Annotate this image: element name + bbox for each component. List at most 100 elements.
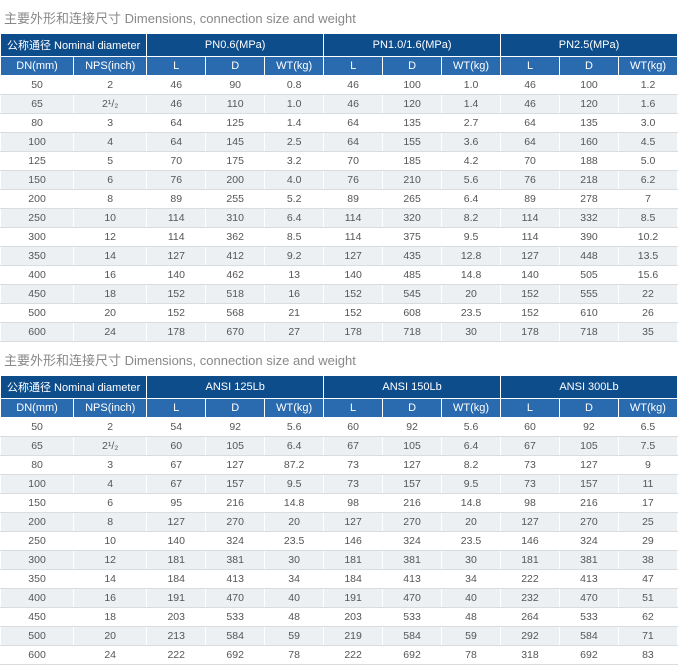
cell: 135: [560, 114, 619, 133]
cell: 73: [500, 475, 559, 494]
cell: 89: [147, 190, 206, 209]
group-header-2: PN2.5(MPa): [501, 34, 678, 57]
cell: 216: [559, 494, 618, 513]
cell: 14.8: [265, 494, 324, 513]
cell: 232: [500, 589, 559, 608]
table-row: 15069521614.89821614.89821617: [1, 494, 678, 513]
cell: 80: [1, 456, 74, 475]
cell: 350: [1, 247, 74, 266]
cell: 2¹/₂: [74, 95, 147, 114]
cell: 46: [324, 76, 383, 95]
cell: 413: [559, 570, 618, 589]
cell: 65: [1, 437, 74, 456]
cell: 400: [1, 266, 74, 285]
cell: 332: [560, 209, 619, 228]
cell: 92: [383, 418, 442, 437]
sub-header: D: [383, 57, 442, 76]
cell: 1.6: [619, 95, 678, 114]
cell: 178: [147, 323, 206, 342]
cell: 51: [618, 589, 677, 608]
cell: 255: [206, 190, 265, 209]
cell: 35: [619, 323, 678, 342]
cell: 64: [501, 114, 560, 133]
cell: 65: [1, 95, 74, 114]
cell: 9.5: [442, 475, 501, 494]
cell: 64: [147, 114, 206, 133]
sub-header: D: [383, 399, 442, 418]
cell: 270: [206, 513, 265, 532]
cell: 155: [383, 133, 442, 152]
cell: 1.2: [619, 76, 678, 95]
cell: 83: [618, 646, 677, 665]
group-header-0: ANSI 125Lb: [147, 376, 324, 399]
cell: 292: [500, 627, 559, 646]
cell: 3.0: [619, 114, 678, 133]
table1-title: 主要外形和连接尺寸 Dimensions, connection size an…: [0, 0, 678, 33]
cell: 114: [501, 209, 560, 228]
cell: 500: [1, 627, 74, 646]
cell: 12: [74, 228, 147, 247]
cell: 20: [442, 513, 501, 532]
sub-header: D: [559, 399, 618, 418]
cell: 3: [74, 456, 147, 475]
cell: 413: [206, 570, 265, 589]
cell: 222: [147, 646, 206, 665]
cell: 48: [265, 608, 324, 627]
cell: 16: [74, 589, 147, 608]
cell: 34: [442, 570, 501, 589]
cell: 568: [206, 304, 265, 323]
cell: 450: [1, 608, 74, 627]
cell: 20: [265, 513, 324, 532]
cell: 381: [559, 551, 618, 570]
cell: 67: [147, 456, 206, 475]
cell: 50: [1, 76, 74, 95]
cell: 175: [206, 152, 265, 171]
table1-head: 公称通径 Nominal diameterPN0.6(MPa)PN1.0/1.6…: [1, 34, 678, 76]
cell: 24: [74, 646, 147, 665]
cell: 127: [206, 456, 265, 475]
cell: 76: [501, 171, 560, 190]
cell: 71: [618, 627, 677, 646]
cell: 127: [324, 247, 383, 266]
cell: 12.8: [442, 247, 501, 266]
cell: 400: [1, 589, 74, 608]
sub-header: WT(kg): [265, 399, 324, 418]
cell: 92: [206, 418, 265, 437]
cell: 191: [147, 589, 206, 608]
cell: 152: [501, 285, 560, 304]
cell: 270: [559, 513, 618, 532]
sub-header: L: [147, 57, 206, 76]
cell: 6: [74, 171, 147, 190]
cell: 505: [560, 266, 619, 285]
cell: 146: [324, 532, 383, 551]
cell: 222: [324, 646, 383, 665]
cell: 8.5: [265, 228, 324, 247]
cell: 533: [206, 608, 265, 627]
table2: 公称通径 Nominal diameterANSI 125LbANSI 150L…: [0, 375, 678, 665]
cell: 157: [559, 475, 618, 494]
cell: 140: [324, 266, 383, 285]
cell: 320: [383, 209, 442, 228]
cell: 40: [265, 589, 324, 608]
cell: 184: [147, 570, 206, 589]
table2-body: 50254925.660925.660926.5652¹/₂601056.467…: [1, 418, 678, 665]
cell: 146: [500, 532, 559, 551]
cell: 140: [147, 532, 206, 551]
cell: 1.4: [265, 114, 324, 133]
cell: 64: [147, 133, 206, 152]
cell: 14: [74, 570, 147, 589]
cell: 46: [501, 95, 560, 114]
cell: 64: [324, 114, 383, 133]
cell: 8: [74, 190, 147, 209]
cell: 8.5: [619, 209, 678, 228]
cell: 2¹/₂: [74, 437, 147, 456]
sub-header: L: [147, 399, 206, 418]
cell: 157: [206, 475, 265, 494]
cell: 250: [1, 532, 74, 551]
cell: 300: [1, 228, 74, 247]
table1: 公称通径 Nominal diameterPN0.6(MPa)PN1.0/1.6…: [0, 33, 678, 342]
cell: 120: [560, 95, 619, 114]
cell: 152: [147, 285, 206, 304]
cell: 114: [147, 228, 206, 247]
cell: 152: [501, 304, 560, 323]
